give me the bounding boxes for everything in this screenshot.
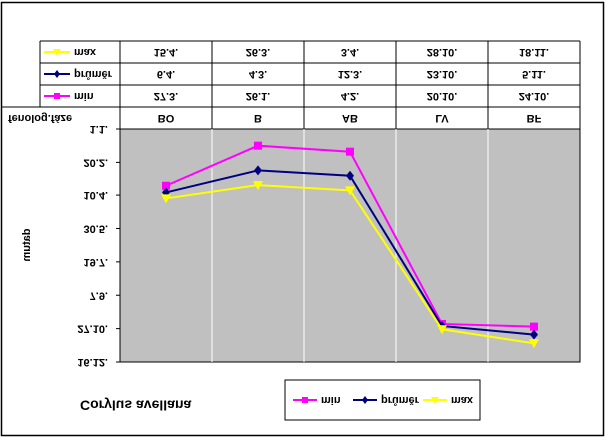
table-cell: 12.3. xyxy=(338,68,362,80)
x-tick-label: B xyxy=(254,112,262,124)
table-cell: 24.10. xyxy=(519,90,550,102)
table-key-marker xyxy=(54,70,60,78)
x-tick-label: BF xyxy=(527,112,542,124)
data-point xyxy=(530,329,538,340)
table-cell: 4.2. xyxy=(341,90,359,102)
data-point xyxy=(346,170,354,181)
data-point xyxy=(253,181,263,191)
legend-marker xyxy=(302,397,308,403)
table-cell: 15.4. xyxy=(154,46,178,58)
table-header-label: fenolog.fáze xyxy=(8,112,72,124)
table-key-marker xyxy=(53,49,61,56)
table-row-name: max xyxy=(74,46,97,58)
table-cell: 3.4. xyxy=(341,46,359,58)
legend-marker xyxy=(431,397,439,404)
table-row-name: min xyxy=(74,90,94,102)
data-point xyxy=(162,181,170,190)
data-point xyxy=(254,141,262,150)
y-tick-label: 19.7. xyxy=(84,256,108,268)
table-cell: 26.1. xyxy=(246,90,270,102)
table-cell: 6.4. xyxy=(157,68,175,80)
table-cell: 18.11. xyxy=(519,46,549,58)
y-axis-title: datum xyxy=(21,229,33,262)
table-cell: 27.3. xyxy=(154,90,178,102)
data-point xyxy=(437,325,447,335)
table-cell: 28.10. xyxy=(427,46,458,58)
table-cell: 5.11. xyxy=(522,68,546,80)
chart-title: Corylus avellana xyxy=(80,397,191,413)
legend-label: min xyxy=(321,394,341,406)
data-point xyxy=(161,194,171,204)
y-tick-label: 10.4. xyxy=(84,189,108,201)
data-point xyxy=(529,339,539,349)
data-point xyxy=(346,147,354,156)
x-tick-label: LV xyxy=(435,112,449,124)
x-tick-label: AB xyxy=(342,112,358,124)
legend-label: průměr xyxy=(381,394,420,406)
legend-marker xyxy=(362,396,368,404)
plot-area xyxy=(119,128,581,363)
y-tick-label: 1.1. xyxy=(90,123,108,135)
table-cell: 4.3. xyxy=(249,68,267,80)
table-cell: 20.10. xyxy=(427,90,458,102)
y-tick-label: 20.2. xyxy=(84,156,108,168)
data-point xyxy=(530,322,538,331)
y-tick-label: 30.5. xyxy=(84,223,108,235)
y-tick-label: 7.9. xyxy=(90,289,108,301)
legend-box xyxy=(284,379,481,421)
data-point xyxy=(345,186,355,196)
legend-label: max xyxy=(451,394,474,406)
table-cell: 26.3. xyxy=(246,46,270,58)
table-row-name: průměr xyxy=(74,68,113,80)
data-point xyxy=(254,165,262,176)
table-cell: 23.10. xyxy=(427,68,458,80)
y-tick-label: 16.12. xyxy=(77,356,108,368)
y-tick-label: 27.10. xyxy=(77,323,108,335)
x-tick-label: BO xyxy=(158,112,175,124)
table-key-marker xyxy=(54,93,60,99)
